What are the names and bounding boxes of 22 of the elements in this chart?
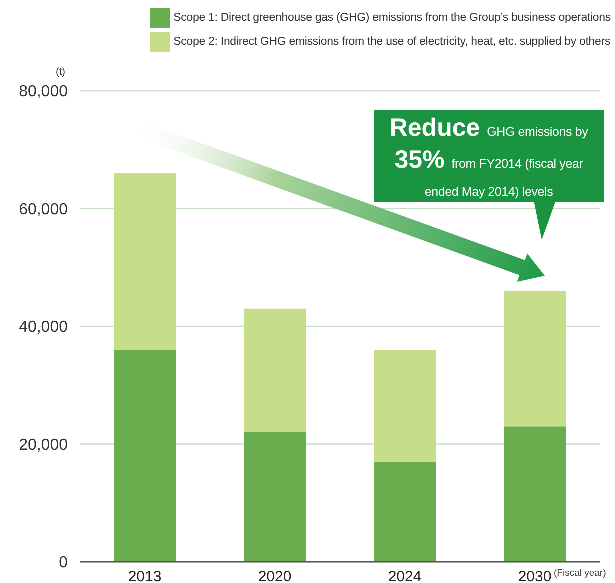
y-tick-label: 60,000 [19,201,68,218]
x-tick-label: 2024 [388,568,422,583]
x-tick-label: 2013 [128,568,162,583]
bar [244,432,306,562]
bar [504,426,566,562]
x-tick-label: 2020 [258,568,292,583]
y-tick-label: 40,000 [19,319,68,336]
bar [374,350,436,462]
legend-label: Scope 1: Direct greenhouse gas (GHG) emissions from the Group’s business operations [174,12,611,24]
bar [374,462,436,562]
x-axis-title: (Fiscal year) [554,568,606,579]
y-axis-title: (t) [56,67,66,78]
y-tick-label: 0 [59,554,68,572]
y-tick-label: 20,000 [19,436,68,454]
legend-label: Scope 2: Indirect GHG emissions from the use of electricity, heat, etc. supplied by others [174,36,611,48]
bar [114,350,176,562]
bar [114,173,176,350]
text: Reduce GHG emissions by 35% from FY2014 (fiscal year ended May 2014) levels [390,114,588,199]
y-tick-label: 80,000 [19,84,68,101]
bar [504,291,566,427]
bar [244,308,306,432]
x-tick-label: 2030 [518,568,552,583]
